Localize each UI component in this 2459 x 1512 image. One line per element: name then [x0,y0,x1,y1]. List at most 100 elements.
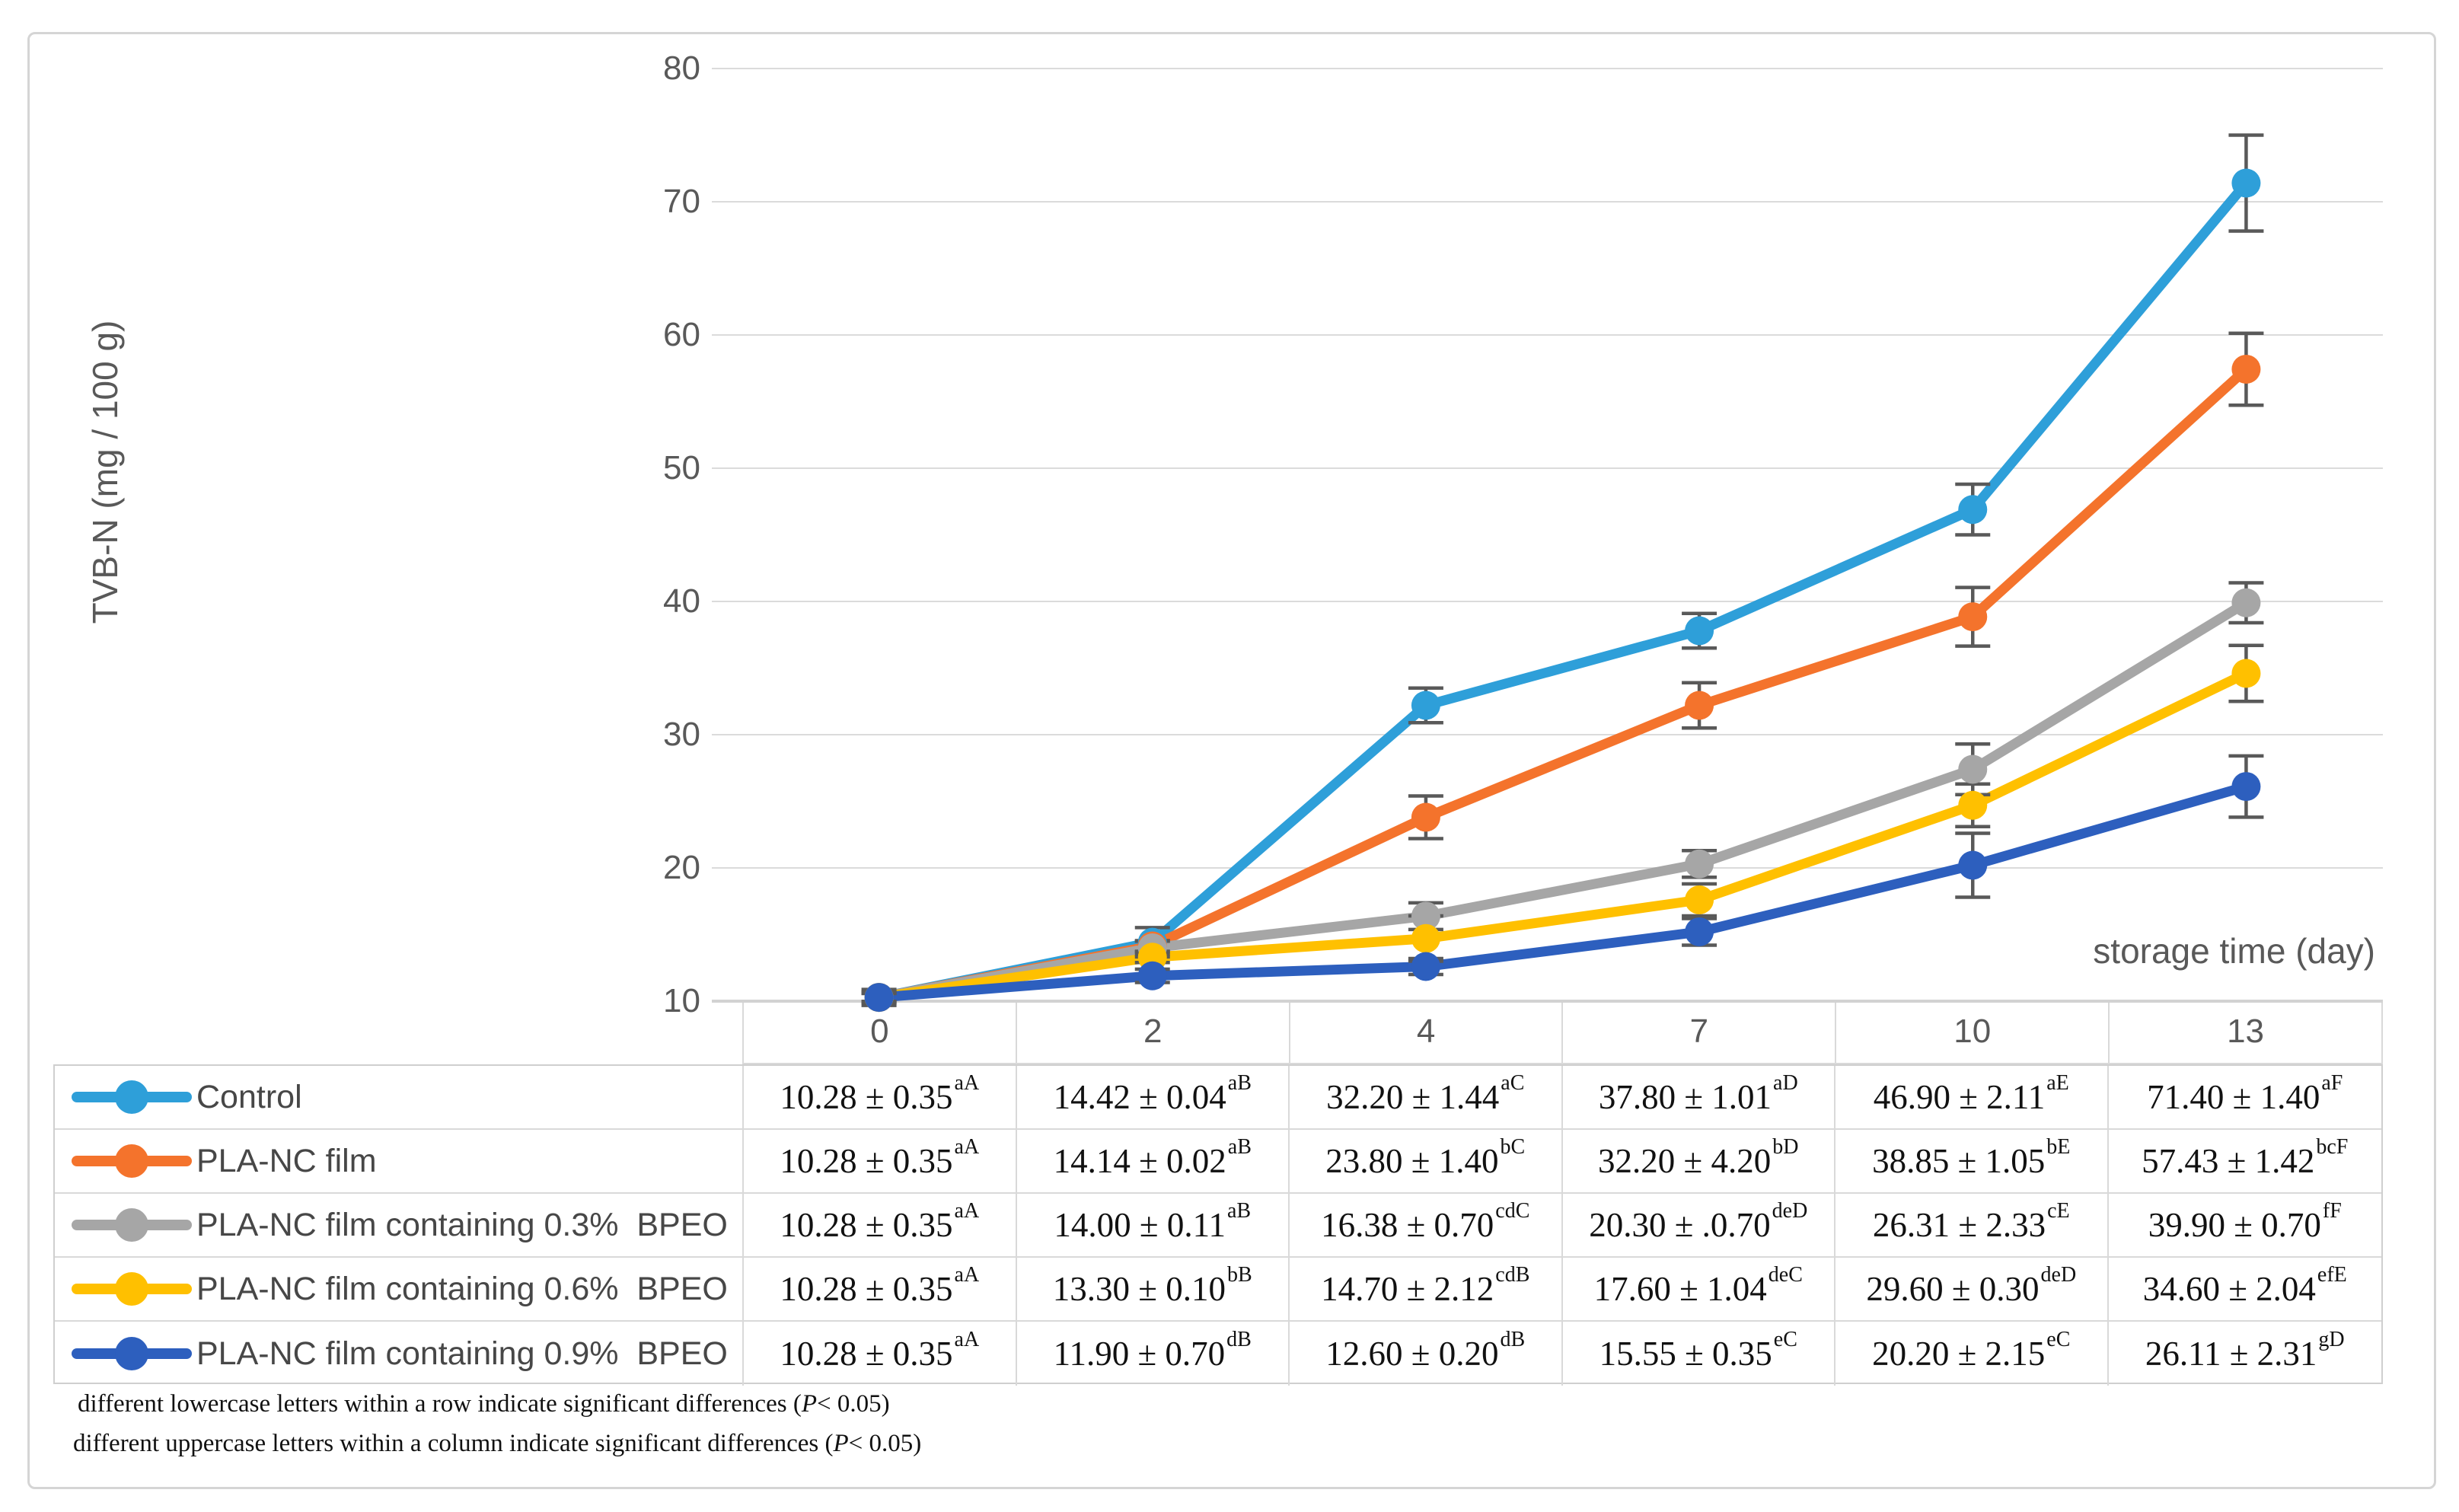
table-value-cell: 16.38 ± 0.70 cdC [1290,1194,1563,1258]
table-cell-superscript: aA [954,1199,980,1223]
table-value-cell: 17.60 ± 1.04 deC [1562,1258,1835,1322]
table-cell-value: 10.28 ± 0.35 [780,1206,953,1244]
series-marker [1685,849,1714,879]
table-value-cell: 10.28 ± 0.35 aA [744,1130,1017,1194]
legend-series-marker-icon [72,1271,192,1306]
table-cell-value: 34.60 ± 2.04 [2142,1270,2316,1308]
legend-label: Control [196,1078,302,1115]
table-value-cell: 20.20 ± 2.15 eC [1835,1322,2109,1386]
table-cell-superscript: dB [1226,1328,1252,1351]
series-marker [1958,790,1988,820]
table-cell-value: 12.60 ± 0.20 [1325,1335,1499,1373]
table-cell-superscript: aE [2046,1071,2069,1095]
y-tick-label: 80 [663,49,700,87]
table-value-cell: 20.30 ± .0.70 deD [1562,1194,1835,1258]
series-line [874,364,2251,1003]
table-cell-superscript: bcF [2316,1135,2349,1159]
footnote-text: different lowercase letters within a row… [78,1390,802,1418]
table-cell-superscript: bB [1227,1263,1252,1287]
y-tick-label: 10 [663,982,700,1019]
series-marker [2231,354,2261,384]
table-value-cell: 26.31 ± 2.33 cE [1835,1194,2109,1258]
x-axis-label-row: 0 2 4 7 10 13 [742,1003,2383,1064]
legend-dot [115,1144,148,1178]
series-marker [1685,885,1714,914]
table-cell-value: 46.90 ± 2.11 [1873,1078,2046,1116]
legend-cell: PLA-NC film containing 0.3% BPEO [55,1194,744,1258]
legend-dot [115,1337,148,1370]
y-axis-title: TVB-N (mg / 100 g) [85,320,125,624]
table-value-cell: 13.30 ± 0.10 bB [1016,1258,1290,1322]
legend-series-marker-icon [72,1144,192,1179]
legend-dot [115,1208,148,1242]
legend-label: PLA-NC film containing 0.9% BPEO [196,1335,728,1372]
legend-dot [115,1080,148,1114]
table-value-cell: 11.90 ± 0.70 dB [1017,1322,1290,1386]
table-cell-value: 14.14 ± 0.02 [1053,1142,1226,1180]
data-table: Control 10.28 ± 0.35 aA 14.42 ± 0.04 aB 32.20… [53,1064,2383,1386]
table-cell-superscript: cdC [1495,1199,1530,1223]
table-cell-superscript: cdB [1495,1263,1530,1287]
table-cell-superscript: cE [2047,1199,2070,1223]
table-value-cell: 10.28 ± 0.35 aA [744,1194,1017,1258]
series-marker [1685,616,1714,646]
table-cell-value: 14.42 ± 0.04 [1053,1078,1226,1116]
table-value-cell: 32.20 ± 4.20 bD [1562,1130,1835,1194]
table-value-cell: 39.90 ± 0.70 fF [2108,1194,2381,1258]
series-marker [1958,495,1988,525]
series-marker [1411,691,1440,720]
table-cell-superscript: aA [954,1135,980,1159]
table-value-cell: 14.70 ± 2.12 cdB [1290,1258,1563,1322]
table-cell-value: 20.30 ± .0.70 [1589,1206,1771,1244]
table-cell-value: 26.11 ± 2.31 [2145,1335,2317,1373]
table-cell-superscript: deD [2040,1263,2077,1287]
table-cell-superscript: eC [1773,1328,1797,1351]
table-value-cell: 38.85 ± 1.05 bE [1835,1130,2109,1194]
table-value-cell: 12.60 ± 0.20 dB [1290,1322,1563,1386]
footnote-p-symbol: P [833,1430,849,1457]
table-cell-value: 71.40 ± 1.40 [2147,1078,2320,1116]
x-tick-label: 13 [2227,1013,2265,1050]
footnote-lowercase: different lowercase letters within a row… [78,1390,890,1418]
table-cell-superscript: bD [1772,1135,1799,1159]
legend-label: PLA-NC film containing 0.6% BPEO [196,1270,728,1307]
y-tick-label: 20 [663,849,700,886]
table-cell-superscript: gD [2318,1328,2345,1351]
y-tick-label: 30 [663,716,700,753]
series-marker [1411,952,1440,981]
table-cell-value: 10.28 ± 0.35 [780,1270,953,1308]
table-value-cell: 15.55 ± 0.35 eC [1563,1322,1835,1386]
legend-series-marker-icon [72,1336,192,1371]
x-tick-label: 4 [1290,1003,1564,1063]
table-value-cell: 29.60 ± 0.30 deD [1835,1258,2109,1322]
table-cell-superscript: aB [1227,1135,1252,1159]
table-value-cell: 57.43 ± 1.42 bcF [2108,1130,2381,1194]
table-cell-superscript: bC [1500,1135,1526,1159]
footnote-text: < 0.05) [848,1430,922,1457]
table-cell-value: 10.28 ± 0.35 [780,1335,953,1373]
table-value-cell: 71.40 ± 1.40 aF [2108,1066,2381,1130]
legend-series-marker-icon [72,1207,192,1242]
legend-cell: Control [55,1066,744,1130]
table-value-cell: 32.20 ± 1.44 aC [1290,1066,1563,1130]
y-tick-label: 40 [663,582,700,620]
table-value-cell: 34.60 ± 2.04 efE [2108,1258,2381,1322]
table-cell-value: 17.60 ± 1.04 [1593,1270,1767,1308]
series-line [874,781,2251,1003]
y-tick-label: 50 [663,449,700,486]
table-cell-superscript: aD [1773,1071,1798,1095]
table-cell-superscript: deC [1768,1263,1803,1287]
table-cell-superscript: aA [954,1071,980,1095]
series-marker [2231,168,2261,198]
series-line [874,668,2251,1003]
series-marker [1685,691,1714,720]
legend-label: PLA-NC film containing 0.3% BPEO [196,1206,728,1243]
table-cell-value: 14.70 ± 2.12 [1321,1270,1494,1308]
table-cell-value: 10.28 ± 0.35 [780,1078,953,1116]
table-cell-value: 11.90 ± 0.70 [1053,1335,1226,1373]
table-cell-superscript: aA [954,1263,980,1287]
table-cell-superscript: aB [1226,1199,1252,1223]
table-value-cell: 23.80 ± 1.40 bC [1290,1130,1563,1194]
table-cell-value: 20.20 ± 2.15 [1872,1335,2046,1373]
